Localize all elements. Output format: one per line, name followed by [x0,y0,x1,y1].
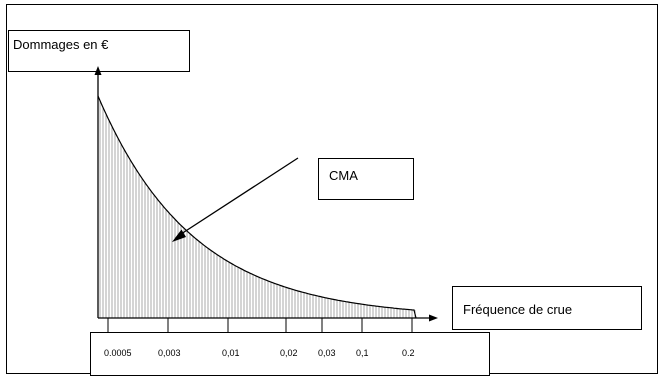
annotation-box: CMA [318,158,414,200]
x-tick-label: 0,02 [280,348,298,358]
x-tick-label: 0,003 [158,348,181,358]
cma-area-hatching [99,100,416,318]
x-axis-label: Fréquence de crue [463,302,573,317]
annotation-arrow-line [177,157,299,237]
x-tick-label: 0,03 [318,348,336,358]
x-tick-label: 0.2 [402,348,415,358]
y-axis-label: Dommages en € [13,37,109,52]
x-axis-label-box: Fréquence de crue [452,286,642,330]
x-axis-arrowhead [429,314,438,322]
y-axis-label-box: Dommages en € [8,30,190,72]
x-ticks: 0.0005 0,003 0,01 0,02 0,03 0,1 0.2 [104,318,415,358]
x-tick-label: 0.0005 [104,348,132,358]
damage-curve [97,95,417,319]
y-axis-arrowhead [94,66,102,75]
x-tick-label: 0,1 [356,348,369,358]
annotation-label: CMA [329,168,358,183]
annotation-arrowhead [172,229,186,242]
x-tick-label: 0,01 [222,348,240,358]
